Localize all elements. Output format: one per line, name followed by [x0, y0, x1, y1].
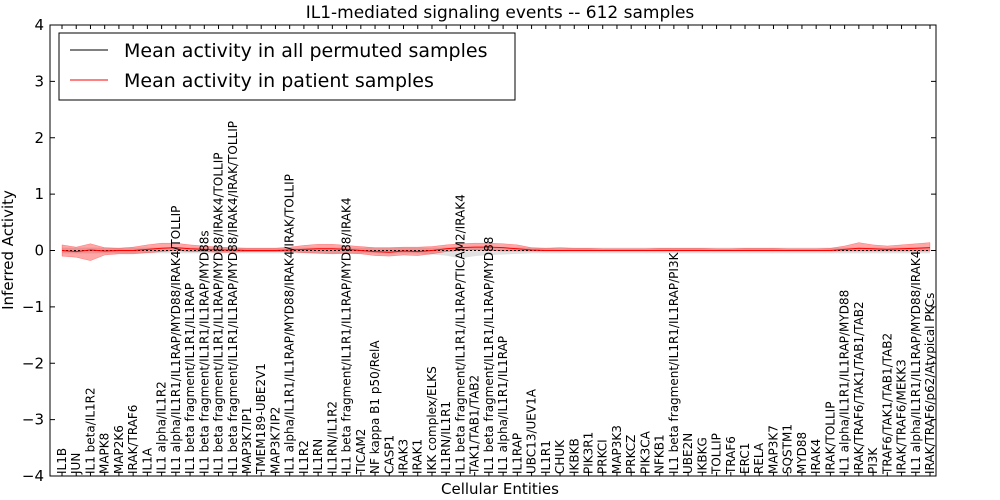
x-tick-label: IL1 beta fragment/IL1R1/IL1RAP/TICAM2/IR… [453, 194, 467, 474]
x-tick-label: IL1R1 [539, 440, 553, 474]
y-tick-label: 3 [34, 72, 44, 90]
legend: Mean activity in all permuted samples Me… [58, 32, 516, 101]
x-tick-label: IL1 alpha/IL1R1/IL1RAP/MYD88/IRAK4 [909, 251, 923, 474]
x-tick-label: IRAK1 [411, 439, 425, 474]
x-tick-label: MAP3K3 [610, 425, 624, 474]
x-tick-label: IRAK/TOLLIP [823, 402, 837, 474]
patient-mean-line [61, 246, 931, 253]
x-tick-label: IRAK/TRAF6/TAK1/TAB1/TAB2 [852, 301, 866, 474]
y-tick-label: −3 [22, 411, 44, 429]
y-tick-label: 4 [34, 16, 44, 34]
x-tick-label: IL1B [55, 448, 69, 474]
x-tick-label: SQSTM1 [781, 424, 795, 474]
x-tick-label: IKBKB [567, 438, 581, 474]
x-tick-label: NFKB1 [653, 434, 667, 474]
x-tick-label: IL1 beta fragment/IL1R1/IL1RAP/PI3K [667, 251, 681, 474]
lines-layer [61, 246, 931, 253]
x-tick-label: NF kappa B1 p50/RelA [368, 340, 382, 474]
x-tick-label: MAP3K7IP1 [240, 407, 254, 474]
y-tick-label: −1 [22, 298, 44, 316]
x-tick-label: RELA [752, 442, 766, 474]
x-tick-label: IKBKG [695, 437, 709, 474]
x-tick-label: PIK3R1 [581, 432, 595, 474]
x-tick-label: IL1R2 [297, 440, 311, 474]
x-tick-label: MAP3K7IP2 [268, 407, 282, 474]
x-tick-label: TAK1/TAB1/TAB2 [468, 375, 482, 475]
x-tick-label: IL1 beta fragment/IL1R1/IL1RAP/MYD88s [197, 230, 211, 474]
x-tick-label: ERC1 [738, 443, 752, 474]
x-tick-label: MAPK8 [98, 433, 112, 474]
x-tick-label: IL1 beta fragment/IL1R1/IL1RAP [183, 283, 197, 474]
y-tick-label: 2 [34, 129, 44, 147]
x-tick-label: IL1 alpha/IL1R1/IL1RAP/MYD88 [838, 290, 852, 474]
y-axis: 4 3 2 1 0 −1 −2 −3 −4 [22, 16, 936, 485]
x-tick-label: IL1 alpha/IL1R1/IL1RAP [496, 336, 510, 474]
x-tick-label: IRAK/TRAF6 [126, 405, 140, 474]
x-tick-label: PRKCZ [624, 435, 638, 474]
legend-box [58, 32, 516, 101]
x-tick-label: IKK complex/ELKS [425, 366, 439, 474]
x-tick-label: IL1 beta fragment/IL1R1/IL1RAP/MYD88/IRA… [212, 153, 226, 474]
x-tick-label: CASP1 [382, 435, 396, 474]
x-axis-label: Cellular Entities [441, 480, 559, 498]
x-tick-label: IL1 beta/IL1R2 [83, 387, 97, 474]
x-tick-label: IL1 beta fragment/IL1R1/IL1RAP/MYD88/IRA… [226, 121, 240, 474]
x-tick-label: IL1RN [311, 439, 325, 474]
y-tick-label: 0 [34, 242, 44, 260]
x-tick-label: TICAM2 [354, 429, 368, 475]
x-tick-label: IRAK/TRAF6/MEKK3 [895, 359, 909, 474]
x-tick-label: PIK3CA [638, 430, 652, 474]
x-tick-label: IL1 alpha/IL1R1/IL1RAP/MYD88/IRAK4/TOLLI… [169, 206, 183, 474]
x-tick-label: IRAK4 [809, 439, 823, 474]
x-tick-label: IL1RN/IL1R1 [439, 401, 453, 474]
x-axis: IL1B JUN IL1 beta/IL1R2 MAPK8 MAP2K6 IRAK/TRA… [55, 25, 937, 476]
x-tick-label: IL1 beta fragment/IL1R1/IL1RAP/MYD88/IRA… [340, 197, 354, 474]
y-tick-label: −4 [22, 467, 44, 485]
x-tick-label: MYD88 [795, 432, 809, 474]
x-tick-label: IRAK3 [397, 439, 411, 474]
x-tick-label: IRAK/TRAF6/p62/Atypical PKCs [923, 293, 937, 474]
chart-title: IL1-mediated signaling events -- 612 sam… [306, 3, 695, 23]
legend-label-patient: Mean activity in patient samples [124, 70, 434, 92]
x-tick-label: IL1A [140, 447, 154, 474]
legend-label-permuted: Mean activity in all permuted samples [124, 40, 487, 62]
y-axis-label: Inferred Activity [0, 190, 17, 310]
y-tick-label: 1 [34, 185, 44, 203]
x-tick-label: PRKCI [596, 439, 610, 474]
x-tick-label: TRAF6/TAK1/TAB1/TAB2 [880, 333, 894, 475]
x-tick-label: MAP2K6 [112, 425, 126, 474]
x-tick-label: TMEM189-UBE2V1 [254, 363, 268, 475]
x-tick-label: MAP3K7 [766, 425, 780, 474]
x-tick-label: CHUK [553, 439, 567, 474]
x-tick-label: JUN [69, 453, 83, 475]
x-tick-label: IL1RN/IL1R2 [325, 401, 339, 474]
x-tick-label: UBE2N [681, 433, 695, 474]
x-tick-label: IL1 alpha/IL1R1/IL1RAP/MYD88/IRAK4/IRAK/… [283, 174, 297, 474]
y-tick-label: −2 [22, 354, 44, 372]
patient-range-band [61, 242, 931, 261]
x-tick-label: IL1RAP [510, 433, 524, 474]
x-tick-label: TRAF6 [724, 436, 738, 475]
plot-frame [49, 24, 937, 477]
x-tick-label: IL1 beta fragment/IL1R1/IL1RAP/MYD88 [482, 237, 496, 474]
x-tick-label: IL1 alpha/IL1R2 [155, 381, 169, 474]
x-tick-label: PI3K [866, 447, 880, 474]
x-tick-label: UBC13/UEV1A [525, 388, 539, 474]
x-tick-label: TOLLIP [710, 433, 724, 475]
